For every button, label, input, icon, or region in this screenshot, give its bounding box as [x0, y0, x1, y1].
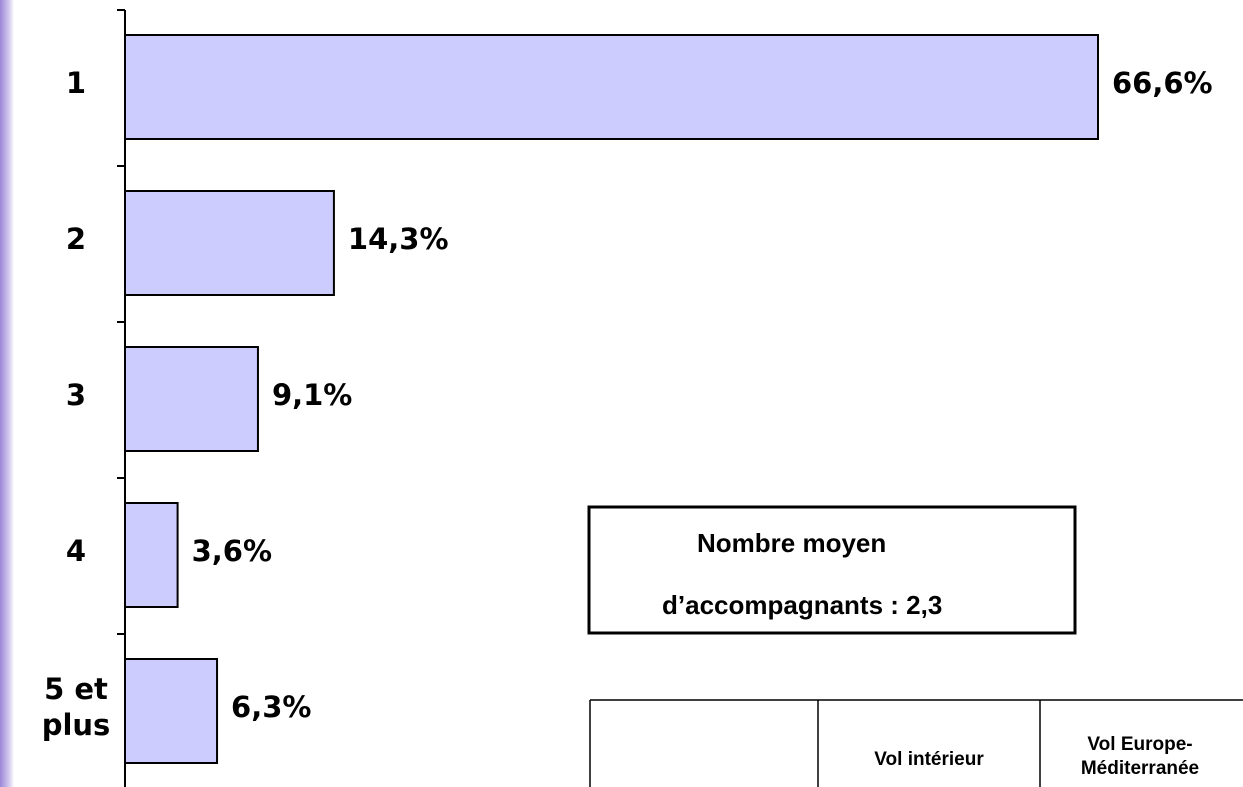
data-label: 14,3% — [347, 222, 449, 256]
category-label: 1 — [65, 66, 87, 100]
side-strip — [0, 0, 14, 787]
bar — [124, 190, 335, 296]
annotation: d’accompagnants : 2,3 — [662, 590, 943, 620]
bar — [124, 346, 259, 452]
category-label: 5 et plus — [41, 672, 111, 742]
bar — [124, 34, 1099, 140]
annotation-box — [587, 505, 1077, 635]
table-header: Vol Europe-Méditerranée — [1080, 734, 1200, 779]
table-header: Vol intérieur — [874, 749, 984, 770]
data-label: 6,3% — [231, 690, 312, 724]
category-label: 3 — [65, 378, 87, 412]
bar — [124, 658, 219, 764]
category-label: 2 — [65, 222, 87, 256]
data-label: 9,1% — [271, 378, 353, 412]
data-label: 3,6% — [191, 534, 273, 568]
category-label: 4 — [65, 534, 87, 568]
data-label: 66,6% — [1112, 66, 1213, 100]
bar — [124, 502, 179, 608]
table-lines — [589, 699, 1243, 787]
annotation: Nombre moyen — [697, 528, 887, 558]
